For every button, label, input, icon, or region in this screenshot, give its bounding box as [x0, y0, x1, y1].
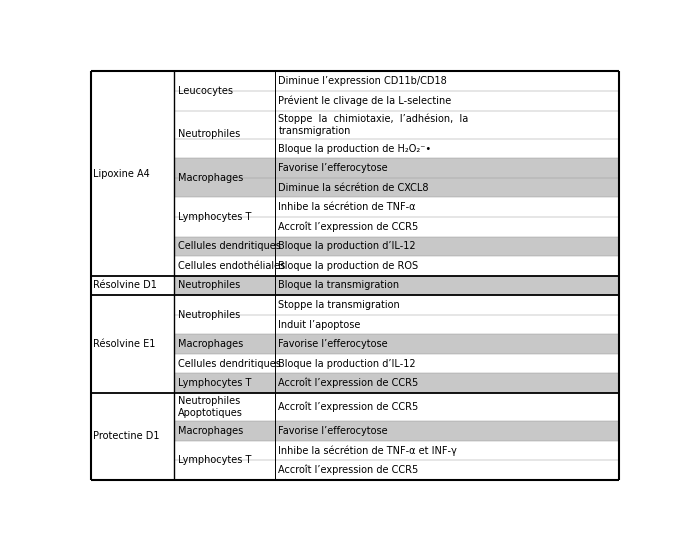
Text: Lipoxine A4: Lipoxine A4 [93, 168, 150, 179]
Bar [174, 276, 619, 295]
Text: Prévient le clivage de la L-selectine: Prévient le clivage de la L-selectine [278, 96, 452, 106]
Text: Accroît l’expression de CCR5: Accroît l’expression de CCR5 [278, 222, 419, 232]
Bar [91, 72, 174, 91]
Bar [91, 139, 174, 159]
Text: Neutrophiles: Neutrophiles [178, 310, 240, 320]
Bar [91, 354, 174, 374]
Bar [174, 334, 619, 354]
Bar [174, 72, 619, 91]
Text: Favorise l’efferocytose: Favorise l’efferocytose [278, 426, 388, 436]
Bar [91, 237, 174, 256]
Text: Bloque la production d’IL-12: Bloque la production d’IL-12 [278, 358, 416, 369]
Text: Macrophages: Macrophages [178, 173, 243, 183]
Text: Neutrophiles: Neutrophiles [178, 280, 240, 291]
Text: Inhibe la sécrétion de TNF-α: Inhibe la sécrétion de TNF-α [278, 203, 416, 212]
Bar [174, 441, 619, 460]
Text: Bloque la production de H₂O₂⁻•: Bloque la production de H₂O₂⁻• [278, 144, 432, 154]
Bar [174, 91, 619, 111]
Text: Bloque la transmigration: Bloque la transmigration [278, 280, 399, 291]
Bar [91, 111, 174, 139]
Text: Macrophages: Macrophages [178, 339, 243, 349]
Bar [91, 441, 174, 460]
Bar [174, 217, 619, 237]
Text: Diminue l’expression CD11b/CD18: Diminue l’expression CD11b/CD18 [278, 76, 447, 86]
Text: Lymphocytes T: Lymphocytes T [178, 212, 252, 222]
Text: Cellules dendritiques: Cellules dendritiques [178, 358, 281, 369]
Bar [174, 139, 619, 159]
Bar [91, 315, 174, 334]
Bar [174, 256, 619, 276]
Bar [91, 334, 174, 354]
Bar [174, 421, 619, 441]
Bar [91, 256, 174, 276]
Bar [91, 421, 174, 441]
Bar [91, 393, 174, 421]
Text: Leucocytes: Leucocytes [178, 86, 233, 96]
Bar [174, 159, 619, 178]
Text: Protectine D1: Protectine D1 [93, 432, 160, 441]
Text: Favorise l’efferocytose: Favorise l’efferocytose [278, 339, 388, 349]
Bar [174, 393, 619, 421]
Bar [91, 178, 174, 198]
Text: Neutrophiles: Neutrophiles [178, 129, 240, 140]
Text: Favorise l’efferocytose: Favorise l’efferocytose [278, 163, 388, 173]
Bar [91, 159, 174, 178]
Text: Accroît l’expression de CCR5: Accroît l’expression de CCR5 [278, 465, 419, 476]
Bar [174, 460, 619, 480]
Bar [91, 460, 174, 480]
Text: Inhibe la sécrétion de TNF-α et INF-γ: Inhibe la sécrétion de TNF-α et INF-γ [278, 445, 457, 456]
Text: Stoppe la transmigration: Stoppe la transmigration [278, 300, 400, 310]
Bar [174, 198, 619, 217]
Bar [91, 198, 174, 217]
Text: Résolvine E1: Résolvine E1 [93, 339, 155, 349]
Text: Résolvine D1: Résolvine D1 [93, 280, 158, 291]
Bar [91, 91, 174, 111]
Bar [174, 354, 619, 374]
Text: Cellules dendritiques: Cellules dendritiques [178, 241, 281, 251]
Bar [91, 276, 174, 295]
Text: Macrophages: Macrophages [178, 426, 243, 436]
Text: Accroît l’expression de CCR5: Accroît l’expression de CCR5 [278, 402, 419, 412]
Text: Lymphocytes T: Lymphocytes T [178, 378, 252, 388]
Bar [91, 295, 174, 315]
Text: Cellules endothéliales: Cellules endothéliales [178, 261, 285, 271]
Bar [174, 237, 619, 256]
Text: Stoppe  la  chimiotaxie,  l’adhésion,  la
transmigration: Stoppe la chimiotaxie, l’adhésion, la tr… [278, 113, 468, 136]
Text: Bloque la production d’IL-12: Bloque la production d’IL-12 [278, 241, 416, 251]
Bar [174, 178, 619, 198]
Text: Neutrophiles
Apoptotiques: Neutrophiles Apoptotiques [178, 396, 243, 418]
Bar [91, 374, 174, 393]
Text: Induit l’apoptose: Induit l’apoptose [278, 319, 361, 330]
Bar [174, 315, 619, 334]
Bar [91, 217, 174, 237]
Text: Bloque la production de ROS: Bloque la production de ROS [278, 261, 419, 271]
Bar [174, 374, 619, 393]
Text: Accroît l’expression de CCR5: Accroît l’expression de CCR5 [278, 378, 419, 388]
Text: Lymphocytes T: Lymphocytes T [178, 456, 252, 465]
Text: Diminue la sécrétion de CXCL8: Diminue la sécrétion de CXCL8 [278, 183, 429, 193]
Bar [174, 295, 619, 315]
Bar [174, 111, 619, 139]
